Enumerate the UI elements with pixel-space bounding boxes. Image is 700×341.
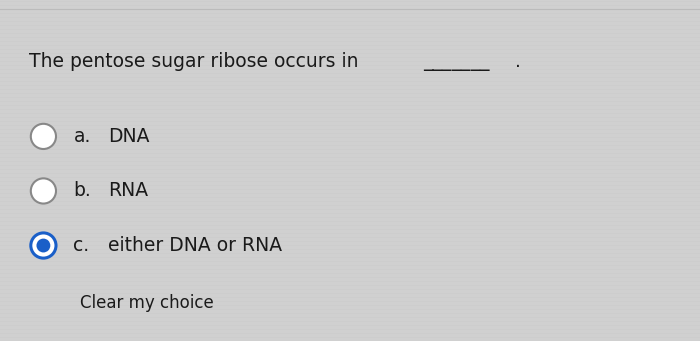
Text: either DNA or RNA: either DNA or RNA	[108, 236, 283, 255]
Text: Clear my choice: Clear my choice	[80, 295, 214, 312]
Text: c.: c.	[74, 236, 90, 255]
Ellipse shape	[31, 124, 56, 149]
Ellipse shape	[36, 239, 50, 252]
Text: DNA: DNA	[108, 127, 150, 146]
Text: RNA: RNA	[108, 181, 148, 201]
Text: b.: b.	[74, 181, 91, 201]
Text: The pentose sugar ribose occurs in: The pentose sugar ribose occurs in	[29, 52, 359, 71]
Ellipse shape	[31, 178, 56, 204]
Text: _______: _______	[423, 52, 489, 71]
Text: a.: a.	[74, 127, 91, 146]
Text: .: .	[515, 52, 521, 71]
Ellipse shape	[31, 233, 56, 258]
